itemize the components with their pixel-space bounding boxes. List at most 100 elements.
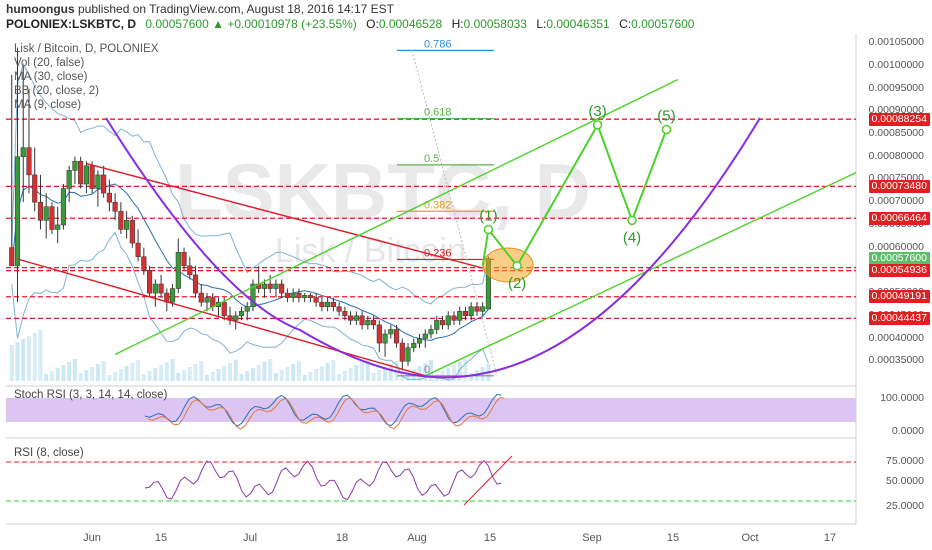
candle-body [106,192,112,203]
volume-bar [245,371,250,381]
candle-body [26,147,32,176]
trendline [114,78,679,356]
price-change: +0.00010978 (+23.55%) [227,17,357,31]
stoch-d-line [147,396,505,430]
price-tick-label: 0.00100000 [868,58,924,71]
fib-label: 0.382 [424,199,452,211]
volume-bar [199,361,204,381]
study-ma9[interactable]: MA (9, close) [14,99,82,111]
volume-bar [285,367,290,381]
candle-body [342,311,348,317]
candle-body [365,320,371,326]
volume-bar [291,364,296,381]
candle-body [43,206,49,221]
low-value: 0.00046351 [546,17,610,31]
candle-body [399,342,405,362]
volume-bar [469,373,474,381]
candle-body [382,333,388,344]
publish-header: humoongus published on TradingView.com, … [6,2,394,16]
volume-bar [182,370,187,381]
candle-body [376,324,382,344]
symbol-header: POLONIEX:LSKBTC, D 0.00057600 ▲ +0.00010… [6,17,694,31]
candle-body [55,224,61,230]
candle-body [313,297,319,303]
volume-bar [78,373,83,381]
candle-body [330,301,336,307]
fib-label: 0.5 [424,153,439,165]
volume-bar [55,368,60,381]
volume-bar [457,362,462,381]
study-vol[interactable]: Vol (20, false) [14,57,85,69]
rsi-title[interactable]: RSI (8, close) [14,447,84,459]
candle-body [405,347,411,362]
change-up-icon: ▲ [212,17,224,31]
candle-body [439,320,446,326]
volume-bar [95,364,100,381]
volume-bar [337,374,342,381]
candle-body [261,283,267,289]
candle-body [135,242,141,257]
oscillator-tick-label: 50.0000 [886,475,924,487]
candle-body [336,306,342,312]
candle-body [284,292,290,298]
candle-body [72,161,78,171]
volume-bar [314,369,319,381]
volume-bar [348,368,353,381]
candle-body [37,201,44,221]
wave-label: (2) [508,275,526,292]
time-tick-label: 15 [666,532,680,544]
candle-body [112,201,118,212]
volume-bar [302,375,307,381]
price-tick-label: 0.00040000 [868,331,924,344]
price-tick-label: 0.00080000 [868,149,924,162]
symbol-label: POLONIEX:LSKBTC, D [6,17,137,31]
time-tick-label: Jun [83,532,101,544]
study-ma30[interactable]: MA (30, close) [14,71,88,83]
price-tick-label: 0.00060000 [868,240,924,253]
rounding-bottom-arc [105,117,761,379]
study-bb[interactable]: BB (20, close, 2) [14,85,100,97]
fib-label: 0.618 [424,107,452,119]
moving-average [11,183,489,341]
wave-label: (3) [588,103,606,120]
price-tick-label: 0.00095000 [868,81,924,94]
volume-bar [331,360,336,381]
time-tick-label: Oct [741,532,759,544]
volume-bar [429,360,433,381]
candle-body [302,295,308,298]
published-text: published on TradingView.com, August 18,… [78,2,394,16]
volume-bar [400,375,405,381]
candle-body [147,270,153,294]
volume-bar [463,359,468,381]
wave-label: (5) [657,107,675,124]
high-value: 0.00058033 [463,17,527,31]
low-label: L: [536,17,547,31]
price-level-tag: 0.00073480 [868,179,930,193]
time-tick-label: 18 [335,532,349,544]
candle-body [451,315,457,321]
stoch-rsi-title[interactable]: Stoch RSI (3, 3, 14, 14, close) [14,389,168,401]
volume-bar [451,365,456,381]
trendline [424,172,857,377]
wave-point [483,224,494,235]
author-name[interactable]: humoongus [6,2,75,16]
time-tick-label: 17 [823,532,837,544]
time-tick-label: Aug [407,532,427,544]
volume-bar [308,372,313,381]
volume-bar [118,369,123,381]
candle-body [307,295,313,298]
volume-bar [44,374,49,381]
candle-body [66,170,72,189]
candle-body [175,251,181,289]
candle-body [78,161,84,185]
candle-body [158,283,164,294]
candle-body [221,301,227,317]
volume-bar [26,336,31,381]
rsi-line [144,459,502,501]
volume-bar [325,363,330,381]
volume-bar [21,339,26,381]
volume-bar [227,363,232,381]
candle-body [462,311,469,317]
candle-body [60,188,66,226]
